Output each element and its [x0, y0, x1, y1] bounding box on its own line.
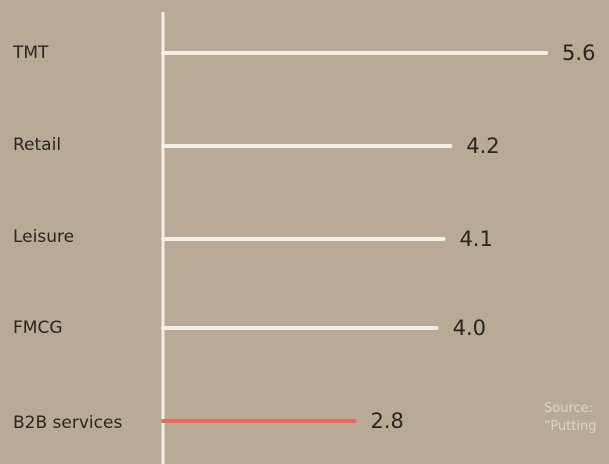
source-line-1: Source: — [544, 401, 593, 416]
category-label-leisure: Leisure — [13, 227, 74, 247]
value-label-fmcg: 4.0 — [453, 316, 486, 340]
value-label-tmt: 5.6 — [562, 41, 595, 65]
category-label-b2b-services: B2B services — [13, 413, 122, 433]
category-label-fmcg: FMCG — [13, 318, 63, 338]
source-line-2: “Putting — [544, 419, 596, 434]
value-label-leisure: 4.1 — [459, 227, 492, 251]
value-label-b2b-services: 2.8 — [371, 409, 404, 433]
category-label-tmt: TMT — [12, 43, 49, 63]
value-label-retail: 4.2 — [466, 134, 499, 158]
category-label-retail: Retail — [13, 135, 61, 155]
